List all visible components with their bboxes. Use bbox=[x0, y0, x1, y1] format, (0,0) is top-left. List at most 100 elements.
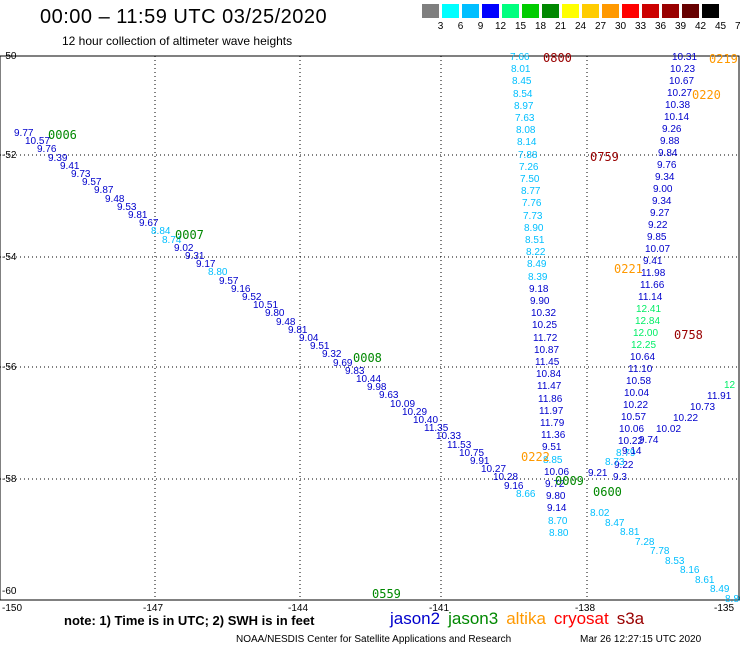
track-value: 10.57 bbox=[25, 136, 51, 147]
time-label: 0600 bbox=[593, 485, 622, 499]
track-value: 11.72 bbox=[533, 333, 558, 344]
track-value: 10.07 bbox=[645, 244, 671, 255]
track-value: 9.04 bbox=[299, 333, 319, 344]
time-label: 0006 bbox=[48, 128, 77, 142]
track-value: 9.16 bbox=[504, 481, 524, 492]
track-value: 7.76 bbox=[522, 198, 542, 209]
track-value: 10.02 bbox=[656, 424, 682, 435]
track-value: 10.23 bbox=[670, 64, 696, 75]
track-value: 9.14 bbox=[547, 503, 567, 514]
track-value: 10.33 bbox=[436, 431, 462, 442]
color-swatch bbox=[602, 4, 619, 18]
track-value: 12.25 bbox=[631, 340, 657, 351]
time-label: 0008 bbox=[353, 351, 382, 365]
track-value: 9.63 bbox=[379, 390, 399, 401]
track-value: 9.90 bbox=[530, 296, 550, 307]
track-value: 9.34 bbox=[655, 172, 675, 183]
track-value: 11.98 bbox=[641, 268, 666, 279]
track-value: 8.85 bbox=[543, 455, 563, 466]
color-swatch bbox=[522, 4, 539, 18]
color-swatch bbox=[422, 4, 439, 18]
track-value: 8.73 bbox=[605, 457, 625, 468]
track-value: 8.54 bbox=[513, 89, 533, 100]
track-value: 9.51 bbox=[542, 442, 562, 453]
color-swatch bbox=[502, 4, 519, 18]
time-label: 0221 bbox=[614, 262, 643, 276]
track-value: 10.87 bbox=[534, 345, 560, 356]
track-value: 12.00 bbox=[633, 328, 659, 339]
color-scale-label: 42 bbox=[694, 21, 707, 32]
lat-tick: -50 bbox=[2, 51, 17, 62]
track-value: 10.44 bbox=[356, 374, 382, 385]
track-value: 10.14 bbox=[664, 112, 690, 123]
track-value: 9.32 bbox=[322, 349, 342, 360]
track-value: 10.27 bbox=[481, 464, 507, 475]
track-value: 10.31 bbox=[672, 52, 698, 63]
track-value: 10.84 bbox=[536, 369, 562, 380]
color-scale-label: 24 bbox=[574, 21, 587, 32]
color-scale-label: 3 bbox=[437, 21, 444, 32]
color-scale-label: 70 bbox=[734, 21, 740, 32]
track-value: 9.22 bbox=[648, 220, 668, 231]
track-value: 12.84 bbox=[635, 316, 661, 327]
lon-tick: -138 bbox=[575, 603, 596, 614]
track-value: 9.81 bbox=[128, 210, 148, 221]
track-value: 9.77 bbox=[14, 128, 34, 139]
track-value: 9.26 bbox=[662, 124, 682, 135]
track-value: 8.49 bbox=[710, 584, 730, 595]
color-scale-label: 33 bbox=[634, 21, 647, 32]
color-swatch bbox=[582, 4, 599, 18]
color-swatch bbox=[462, 4, 479, 18]
track-value: 9.14 bbox=[622, 446, 642, 457]
track-value: 10.09 bbox=[390, 399, 416, 410]
page-title: 00:00 – 11:59 UTC 03/25/2020 bbox=[40, 6, 328, 28]
track-value: 8.90 bbox=[524, 223, 544, 234]
track-value: 10.28 bbox=[493, 472, 519, 483]
color-swatch bbox=[642, 4, 659, 18]
color-scale-label: 36 bbox=[654, 21, 667, 32]
track-value: 12.41 bbox=[636, 304, 662, 315]
time-label: 0800 bbox=[543, 51, 572, 65]
track-value: 7.66 bbox=[510, 52, 530, 63]
track-value: 10.04 bbox=[624, 388, 650, 399]
track-value: 8.02 bbox=[590, 508, 610, 519]
track-value: 8.77 bbox=[521, 186, 541, 197]
legend-jason3: jason3 bbox=[448, 609, 499, 628]
track-value: 8.84 bbox=[151, 226, 171, 237]
track-value: 7.28 bbox=[635, 537, 655, 548]
color-swatch bbox=[482, 4, 499, 18]
track-value: 9.22 bbox=[614, 460, 634, 471]
track-value: 11.86 bbox=[538, 394, 563, 405]
track-value: 9.48 bbox=[276, 317, 296, 328]
legend-cryosat: cryosat bbox=[553, 609, 609, 628]
track-value: 10.67 bbox=[669, 76, 695, 87]
plot-border bbox=[0, 55, 740, 601]
color-swatch bbox=[682, 4, 699, 18]
track-value: 8.81 bbox=[620, 527, 640, 538]
color-swatch bbox=[622, 4, 639, 18]
track-value: 8.80 bbox=[208, 267, 228, 278]
track-value: 11.36 bbox=[541, 430, 566, 441]
color-scale: 36912151821242730333639424570(ft) bbox=[422, 4, 740, 34]
color-swatch bbox=[702, 4, 719, 18]
track-value: 9.83 bbox=[345, 366, 365, 377]
track-value: 9.27 bbox=[650, 208, 670, 219]
track-value: 12 bbox=[724, 380, 736, 391]
track-value: 7.73 bbox=[523, 211, 543, 222]
track-value: 8.79 bbox=[616, 448, 636, 459]
satellite-legend: jason2 jason3 altika cryosat s3a bbox=[390, 609, 652, 629]
track-value: 9.34 bbox=[652, 196, 672, 207]
track-value: 8.86 bbox=[725, 594, 740, 605]
track-value: 8.53 bbox=[665, 556, 685, 567]
track-value: 10.75 bbox=[459, 448, 485, 459]
time-label: 0219 bbox=[709, 52, 738, 66]
track-value: 9.87 bbox=[94, 185, 114, 196]
page-subtitle: 12 hour collection of altimeter wave hei… bbox=[62, 34, 293, 48]
track-value: 9.39 bbox=[48, 153, 68, 164]
graticule bbox=[0, 56, 740, 600]
color-scale-label: 21 bbox=[554, 21, 567, 32]
track-value: 9.80 bbox=[265, 308, 285, 319]
track-value: 8.70 bbox=[548, 516, 568, 527]
lon-tick: -150 bbox=[2, 603, 23, 614]
